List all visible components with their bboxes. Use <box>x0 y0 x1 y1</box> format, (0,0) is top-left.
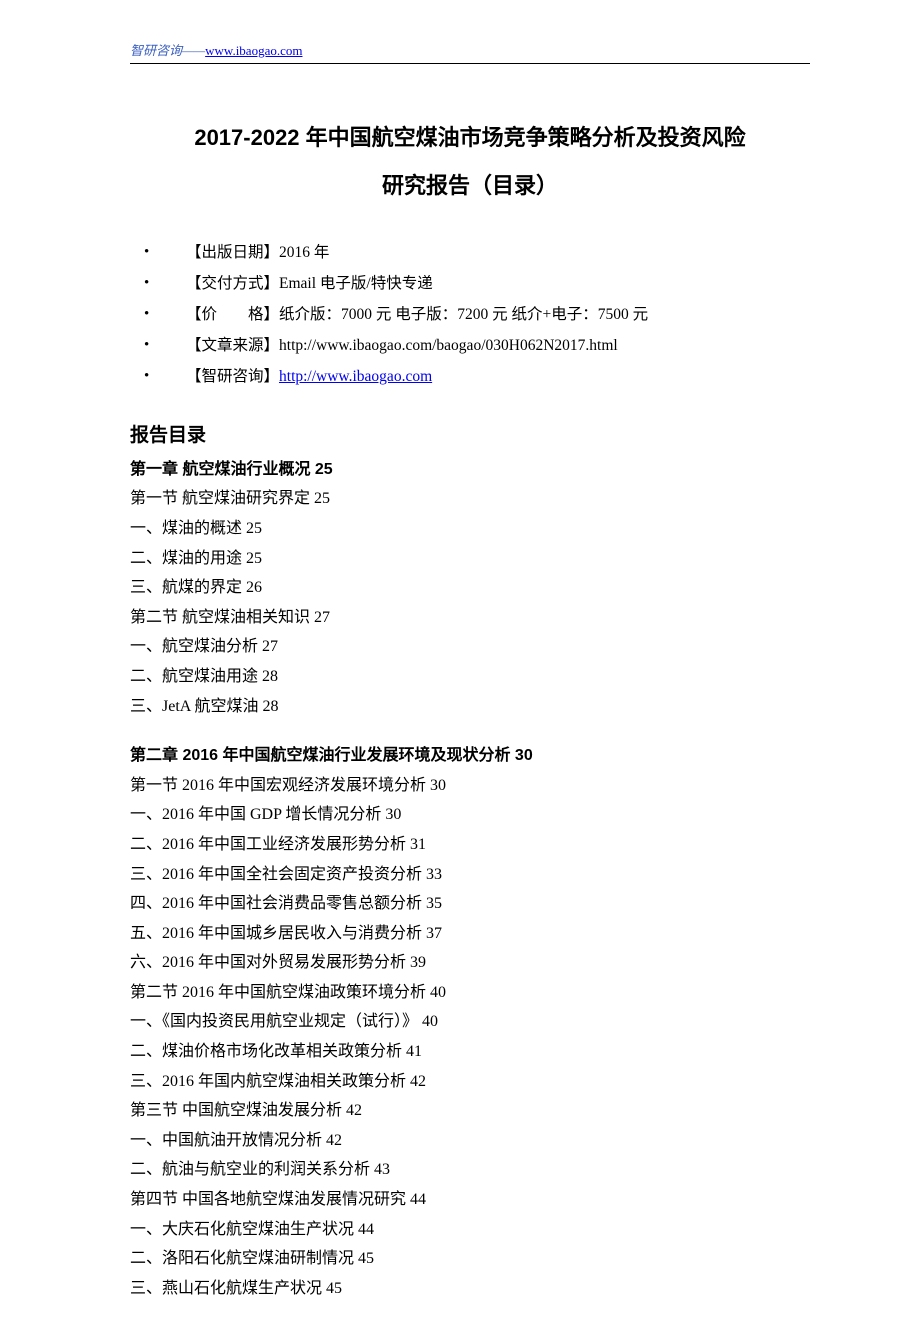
toc-line: 三、2016 年国内航空煤油相关政策分析 42 <box>130 1067 810 1097</box>
toc-line: 一、大庆石化航空煤油生产状况 44 <box>130 1215 810 1245</box>
meta-list: 【出版日期】2016 年 【交付方式】Email 电子版/特快专递 【价 格】纸… <box>130 237 810 392</box>
meta-label: 【出版日期】 <box>186 244 279 261</box>
meta-value: 纸介版：7000 元 电子版：7200 元 纸介+电子：7500 元 <box>279 306 648 323</box>
page-header: 智研咨询——www.ibaogao.com <box>130 40 810 64</box>
toc-line: 二、2016 年中国工业经济发展形势分析 31 <box>130 830 810 860</box>
meta-label: 【价 格】 <box>186 306 279 323</box>
toc-line: 第二节 2016 年中国航空煤油政策环境分析 40 <box>130 978 810 1008</box>
document-page: 智研咨询——www.ibaogao.com 2017-2022 年中国航空煤油市… <box>0 0 920 1343</box>
header-prefix: 智研咨询—— <box>130 43 205 58</box>
toc-line: 四、2016 年中国社会消费品零售总额分析 35 <box>130 889 810 919</box>
title-line-2: 研究报告（目录） <box>130 162 810 210</box>
toc-line: 三、JetA 航空煤油 28 <box>130 692 810 722</box>
chapter-block-1: 第一章 航空煤油行业概况 25 第一节 航空煤油研究界定 25 一、煤油的概述 … <box>130 455 810 721</box>
toc-line: 第一节 2016 年中国宏观经济发展环境分析 30 <box>130 771 810 801</box>
meta-item: 【价 格】纸介版：7000 元 电子版：7200 元 纸介+电子：7500 元 <box>130 299 810 330</box>
toc-line: 二、煤油价格市场化改革相关政策分析 41 <box>130 1037 810 1067</box>
toc-line: 二、航油与航空业的利润关系分析 43 <box>130 1155 810 1185</box>
meta-item: 【出版日期】2016 年 <box>130 237 810 268</box>
meta-item: 【智研咨询】http://www.ibaogao.com <box>130 361 810 392</box>
toc-line: 三、燕山石化航煤生产状况 45 <box>130 1274 810 1304</box>
chapter-title: 第二章 2016 年中国航空煤油行业发展环境及现状分析 30 <box>130 741 810 771</box>
toc-header: 报告目录 <box>130 420 810 447</box>
document-title: 2017-2022 年中国航空煤油市场竞争策略分析及投资风险 研究报告（目录） <box>130 114 810 211</box>
header-link[interactable]: www.ibaogao.com <box>205 43 302 58</box>
meta-link[interactable]: http://www.ibaogao.com <box>279 368 432 385</box>
meta-label: 【文章来源】 <box>186 337 279 354</box>
meta-item: 【文章来源】http://www.ibaogao.com/baogao/030H… <box>130 330 810 361</box>
toc-line: 六、2016 年中国对外贸易发展形势分析 39 <box>130 948 810 978</box>
toc-line: 一、中国航油开放情况分析 42 <box>130 1126 810 1156</box>
toc-line: 三、航煤的界定 26 <box>130 573 810 603</box>
meta-label: 【智研咨询】 <box>186 368 279 385</box>
toc-line: 一、《国内投资民用航空业规定（试行）》 40 <box>130 1007 810 1037</box>
toc-line: 二、洛阳石化航空煤油研制情况 45 <box>130 1244 810 1274</box>
meta-label: 【交付方式】 <box>186 275 279 292</box>
toc-line: 一、2016 年中国 GDP 增长情况分析 30 <box>130 800 810 830</box>
toc-line: 二、航空煤油用途 28 <box>130 662 810 692</box>
toc-line: 第二节 航空煤油相关知识 27 <box>130 603 810 633</box>
meta-value: http://www.ibaogao.com/baogao/030H062N20… <box>279 337 618 354</box>
meta-item: 【交付方式】Email 电子版/特快专递 <box>130 268 810 299</box>
toc-line: 第一节 航空煤油研究界定 25 <box>130 484 810 514</box>
meta-value: 2016 年 <box>279 244 329 261</box>
chapter-block-2: 第二章 2016 年中国航空煤油行业发展环境及现状分析 30 第一节 2016 … <box>130 741 810 1303</box>
toc-line: 五、2016 年中国城乡居民收入与消费分析 37 <box>130 919 810 949</box>
toc-line: 三、2016 年中国全社会固定资产投资分析 33 <box>130 860 810 890</box>
toc-line: 二、煤油的用途 25 <box>130 544 810 574</box>
meta-value: Email 电子版/特快专递 <box>279 275 433 292</box>
toc-line: 一、煤油的概述 25 <box>130 514 810 544</box>
chapter-title: 第一章 航空煤油行业概况 25 <box>130 455 810 485</box>
toc-line: 第三节 中国航空煤油发展分析 42 <box>130 1096 810 1126</box>
title-line-1: 2017-2022 年中国航空煤油市场竞争策略分析及投资风险 <box>130 114 810 162</box>
toc-line: 一、航空煤油分析 27 <box>130 632 810 662</box>
toc-line: 第四节 中国各地航空煤油发展情况研究 44 <box>130 1185 810 1215</box>
